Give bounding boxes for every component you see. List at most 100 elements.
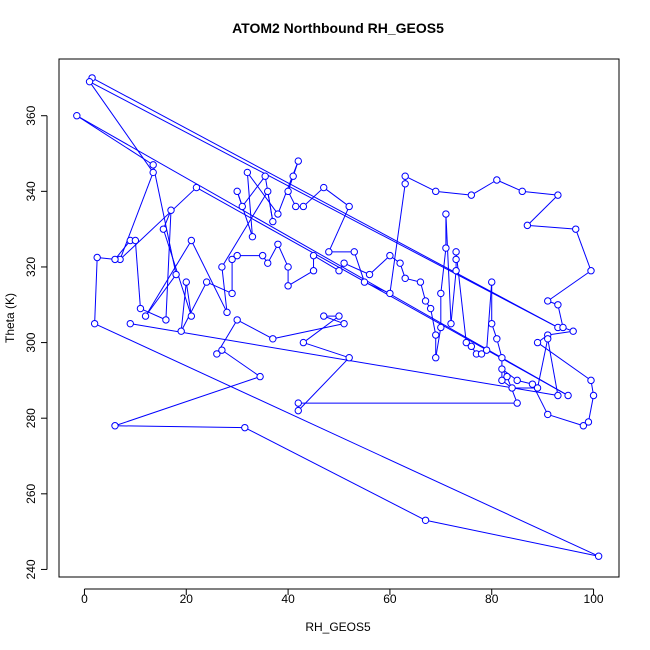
- data-point: [559, 323, 567, 332]
- data-point: [493, 335, 501, 343]
- series-line-segment: [547, 270, 592, 302]
- series-line-segment: [496, 179, 523, 192]
- series-line-segment: [522, 190, 558, 196]
- data-point: [498, 354, 506, 362]
- data-point: [248, 233, 257, 241]
- data-point: [493, 176, 501, 184]
- data-point: [258, 251, 267, 260]
- data-point: [432, 331, 440, 339]
- series-line-segment: [328, 206, 350, 253]
- data-point: [294, 157, 302, 165]
- data-point: [498, 376, 506, 385]
- data-point: [533, 384, 542, 392]
- data-point: [241, 423, 249, 432]
- series-line-segment: [587, 395, 595, 423]
- data-point: [554, 191, 562, 199]
- series-line-segment: [277, 244, 289, 268]
- x-tick-label: 0: [81, 592, 88, 606]
- data-point: [294, 406, 302, 415]
- data-point: [589, 391, 598, 400]
- data-point: [264, 187, 272, 196]
- series-line-segment: [140, 308, 167, 321]
- series-line-segment: [94, 257, 98, 324]
- data-point: [292, 202, 300, 211]
- series-line-segment: [287, 270, 314, 287]
- series-line-segment: [364, 281, 391, 294]
- data-point: [544, 410, 552, 419]
- series-line-segment: [389, 183, 406, 294]
- data-point: [149, 161, 157, 169]
- data-point: [528, 380, 537, 388]
- data-point: [401, 180, 409, 188]
- data-point: [508, 384, 516, 392]
- series-line-segment: [76, 115, 154, 166]
- data-point: [294, 399, 302, 407]
- series-line-segment: [435, 190, 472, 196]
- data-point: [513, 399, 521, 407]
- series-line-segment: [196, 187, 569, 396]
- data-point: [587, 376, 595, 385]
- data-point: [594, 552, 603, 560]
- series-line-segment: [119, 172, 154, 260]
- data-point: [432, 187, 440, 196]
- data-point: [167, 206, 175, 214]
- data-point: [284, 263, 292, 271]
- series-line-segment: [244, 427, 426, 521]
- data-point: [325, 248, 333, 256]
- data-point: [579, 422, 588, 430]
- x-tick-label: 20: [180, 592, 194, 606]
- series-line-segment: [145, 240, 192, 317]
- data-point: [131, 236, 140, 245]
- data-point: [340, 259, 348, 267]
- data-point: [126, 319, 134, 328]
- series-line-segment: [303, 315, 340, 343]
- data-point: [544, 297, 552, 305]
- y-tick-label: 300: [24, 332, 38, 352]
- series-line-segment: [353, 251, 365, 283]
- data-point: [518, 187, 526, 196]
- x-axis-label: RH_GEOS5: [305, 620, 371, 634]
- data-point: [477, 350, 486, 358]
- series-line-segment: [527, 194, 559, 226]
- series-line-segment: [303, 342, 350, 359]
- data-point: [289, 172, 297, 180]
- series-line-segment: [486, 282, 493, 351]
- data-point: [503, 372, 511, 381]
- data-point: [284, 187, 292, 196]
- data-point: [452, 267, 460, 275]
- data-point: [386, 251, 394, 260]
- data-point: [396, 259, 404, 267]
- data-point: [320, 183, 328, 192]
- data-point: [192, 183, 201, 192]
- data-point: [309, 267, 318, 275]
- series-line-segment: [343, 262, 370, 275]
- y-tick-label: 240: [24, 559, 38, 579]
- data-point: [111, 422, 119, 430]
- y-tick-label: 340: [24, 181, 38, 201]
- data-point: [432, 354, 440, 362]
- data-point: [162, 316, 170, 324]
- y-tick-label: 260: [24, 483, 38, 503]
- series-line-segment: [185, 282, 192, 317]
- series-line-segment: [130, 323, 558, 397]
- series-line-segment: [455, 251, 467, 343]
- data-point: [416, 278, 425, 286]
- chart-title: ATOM2 Northbound RH_GEOS5: [232, 20, 444, 36]
- data-point: [299, 338, 308, 347]
- series-line-segment: [145, 274, 177, 317]
- series-line-segment: [303, 187, 325, 207]
- data-point: [345, 202, 353, 211]
- x-tick-label: 60: [383, 592, 397, 606]
- series-line-segment: [119, 187, 197, 260]
- data-point: [544, 335, 552, 343]
- x-tick-label: 100: [584, 592, 604, 606]
- data-point: [523, 221, 532, 230]
- data-point: [187, 312, 196, 320]
- series-line-segment: [236, 319, 274, 340]
- series-line-segment: [537, 342, 592, 381]
- data-point: [513, 376, 521, 385]
- data-point: [177, 327, 185, 335]
- data-point: [564, 391, 572, 400]
- series-line-segment: [404, 175, 436, 192]
- data-point: [437, 289, 445, 298]
